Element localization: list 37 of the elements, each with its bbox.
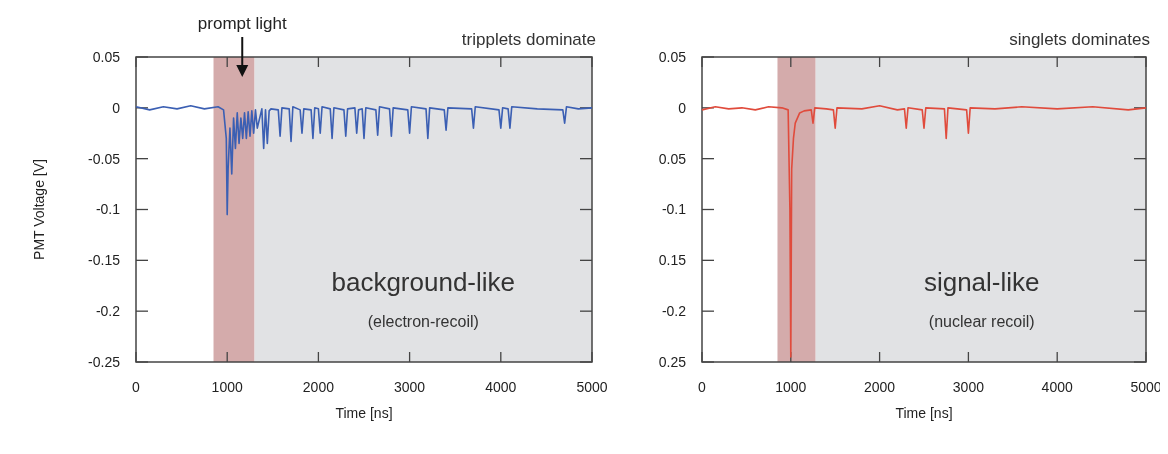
text: prompt light xyxy=(197,14,287,33)
y-tick-label: -0.2 xyxy=(95,303,121,320)
x-tick-label: 1000 xyxy=(211,379,243,395)
annotation: (nuclear recoil) xyxy=(928,312,1035,330)
x-axis-title: Time [ns] xyxy=(895,405,953,421)
x-tick-label: 3000 xyxy=(952,379,985,395)
x-tick-label: 1000 xyxy=(775,379,807,395)
y-tick-label: 0.05 xyxy=(658,48,687,65)
y-tick-label: 0 xyxy=(112,99,121,116)
y-tick-label: -0.25 xyxy=(88,353,121,370)
x-tick-label: 0 xyxy=(698,379,707,395)
y-tick-label: 0.15 xyxy=(658,252,687,269)
y-axis-title: PMT Voltage [V] xyxy=(31,159,47,260)
x-axis-title: Time [ns] xyxy=(335,405,393,421)
x-tick-label: 5000 xyxy=(576,379,608,395)
x-tick-label: 0 xyxy=(132,379,141,395)
x-tick-label: 2000 xyxy=(302,379,335,395)
line-series xyxy=(135,105,593,216)
x-tick-label: 3000 xyxy=(394,379,426,395)
y-tick-label: 0.25 xyxy=(658,353,687,370)
text: singlets dominates xyxy=(1009,30,1150,49)
y-tick-label: -0.05 xyxy=(88,150,121,167)
x-tick-label: 4000 xyxy=(485,379,517,395)
y-tick-label: 0.05 xyxy=(658,150,687,167)
y-tick-label: -0.1 xyxy=(661,201,687,218)
y-tick-label: -0.15 xyxy=(88,252,121,269)
line-series xyxy=(701,105,1147,358)
y-tick-label: -0.1 xyxy=(95,201,121,218)
y-tick-label: -0.2 xyxy=(661,303,687,320)
annotation: background-like xyxy=(331,266,516,297)
y-tick-label: 0 xyxy=(678,99,687,116)
x-tick-label: 4000 xyxy=(1041,379,1073,395)
y-tick-label: 0.05 xyxy=(92,48,121,65)
annotation: (electron-recoil) xyxy=(367,312,479,330)
annotation: signal-like xyxy=(923,266,1040,297)
x-tick-label: 2000 xyxy=(864,379,896,395)
text: tripplets dominate xyxy=(461,30,596,49)
